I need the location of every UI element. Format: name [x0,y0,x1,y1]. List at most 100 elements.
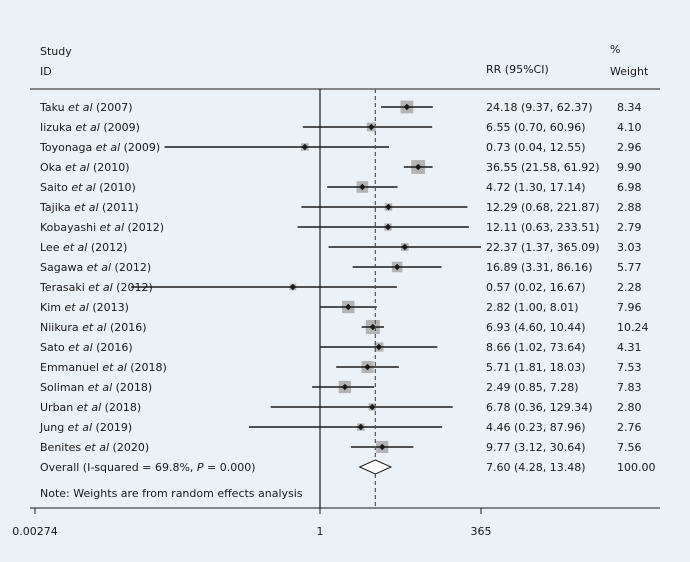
study-year: (2013) [89,301,129,314]
study-row: Terasaki et al (2012) 0.57 (0.02, 16.67) 2… [39,281,642,294]
study-etal: et al [102,361,126,374]
study-author: Urban [40,401,77,414]
study-year: (2016) [106,321,146,334]
header-weight-symbol: % [610,43,620,56]
study-row: Kobayashi et al (2012) 12.11 (0.63, 233.5… [40,221,642,234]
ci-text: 6.78 (0.36, 129.34) [486,401,593,414]
study-label: Soliman et al (2018) [40,381,152,394]
study-etal: et al [63,241,87,254]
study-label: Emmanuel et al (2018) [40,361,167,374]
header-effect: RR (95%CI) [486,63,549,76]
ci-text: 6.93 (4.60, 10.44) [486,321,586,334]
study-author: Soliman [40,381,88,394]
overall-weight-text: 100.00 [617,461,656,474]
weight-text: 7.56 [617,441,642,454]
study-year: (2012) [124,221,164,234]
study-author: Jung [39,421,68,434]
point-estimate [341,383,349,391]
ci-text: 12.11 (0.63, 233.51) [486,221,600,234]
study-etal: et al [68,101,92,114]
study-label: Kim et al (2013) [40,301,129,314]
x-tick-label: 365 [471,525,492,538]
study-row: Tajika et al (2011) 12.29 (0.68, 221.87) 2… [39,201,642,214]
study-etal: et al [64,301,88,314]
point-estimate [369,323,377,331]
header-id: ID [40,65,52,78]
study-label: Saito et al (2010) [40,181,136,194]
study-rows: Taku et al (2007) 24.18 (9.37, 62.37) 8.34… [39,89,649,508]
point-estimate [301,143,308,151]
study-row: Toyonaga et al (2009) 0.73 (0.04, 12.55) 2… [39,141,642,154]
study-year: (2012) [87,241,127,254]
overall-suffix: = 0.000) [204,461,256,474]
study-label: Taku et al (2007) [39,101,133,114]
weights-note: Note: Weights are from random effects an… [40,487,303,500]
weight-text: 2.80 [617,401,642,414]
study-author: Saito [40,181,71,194]
study-etal: et al [68,421,92,434]
study-author: Sagawa [40,261,87,274]
ci-text: 36.55 (21.58, 61.92) [486,161,600,174]
study-label: Sato et al (2016) [40,341,133,354]
study-etal: et al [88,381,112,394]
point-estimate [359,183,366,191]
study-etal: et al [77,401,101,414]
weight-text: 2.28 [617,281,642,294]
ci-text: 4.72 (1.30, 17.14) [486,181,586,194]
ci-text: 16.89 (3.31, 86.16) [486,261,593,274]
weight-text: 7.96 [617,301,642,314]
study-row: Niikura et al (2016) 6.93 (4.60, 10.44) 10… [40,319,649,335]
study-etal: et al [75,121,99,134]
overall-prefix: Overall (I-squared = 69.8%, [40,461,197,474]
study-etal: et al [82,321,106,334]
overall-diamond [358,459,393,475]
weight-text: 2.96 [617,141,642,154]
weight-text: 2.79 [617,221,642,234]
study-label: Iizuka et al (2009) [40,121,140,134]
study-label: Jung et al (2019) [39,421,132,434]
column-headers: Study ID RR (95%CI) % Weight [40,43,649,78]
study-year: (2020) [109,441,149,454]
study-row: Sagawa et al (2012) 16.89 (3.31, 86.16) 5.… [40,261,642,274]
study-author: Taku [39,101,68,114]
ci-text: 8.66 (1.02, 73.64) [486,341,586,354]
study-row: Sato et al (2016) 8.66 (1.02, 73.64) 4.31 [40,341,642,354]
weight-text: 2.88 [617,201,642,214]
weight-text: 10.24 [617,321,649,334]
study-year: (2018) [112,381,152,394]
study-label: Urban et al (2018) [40,401,141,414]
study-author: Benites [40,441,85,454]
study-author: Emmanuel [40,361,102,374]
study-author: Niikura [40,321,82,334]
study-row: Jung et al (2019) 4.46 (0.23, 87.96) 2.76 [39,421,642,434]
study-row: Iizuka et al (2009) 6.55 (0.70, 60.96) 4.1… [40,121,642,134]
ci-text: 9.77 (3.12, 30.64) [486,441,586,454]
x-axis-ticks: 0.00274 1 365 [12,508,492,538]
study-label: Lee et al (2012) [40,241,127,254]
study-year: (2011) [99,201,139,214]
study-year: (2012) [111,261,151,274]
overall-label: Overall (I-squared = 69.8%, P = 0.000) [40,461,256,474]
point-estimate [401,243,409,251]
study-author: Tajika [39,201,74,214]
study-label: Toyonaga et al (2009) [39,141,160,154]
point-estimate [368,123,375,131]
study-author: Lee [40,241,63,254]
study-year: (2016) [93,341,133,354]
weight-text: 4.31 [617,341,642,354]
overall-p-symbol: P [197,461,204,474]
study-year: (2018) [127,361,167,374]
study-label: Sagawa et al (2012) [40,261,151,274]
ci-text: 4.46 (0.23, 87.96) [486,421,586,434]
study-row: Kim et al (2013) 2.82 (1.00, 8.01) 7.96 [40,300,642,314]
study-row: Taku et al (2007) 24.18 (9.37, 62.37) 8.34 [39,100,642,114]
study-year: (2009) [120,141,160,154]
ci-text: 6.55 (0.70, 60.96) [486,121,586,134]
study-etal: et al [85,441,109,454]
study-etal: et al [68,341,92,354]
study-label: Oka et al (2010) [40,161,130,174]
study-row: Emmanuel et al (2018) 5.71 (1.81, 18.03) 7… [40,360,642,374]
study-author: Terasaki [39,281,88,294]
study-year: (2010) [96,181,136,194]
point-estimate [393,263,401,271]
